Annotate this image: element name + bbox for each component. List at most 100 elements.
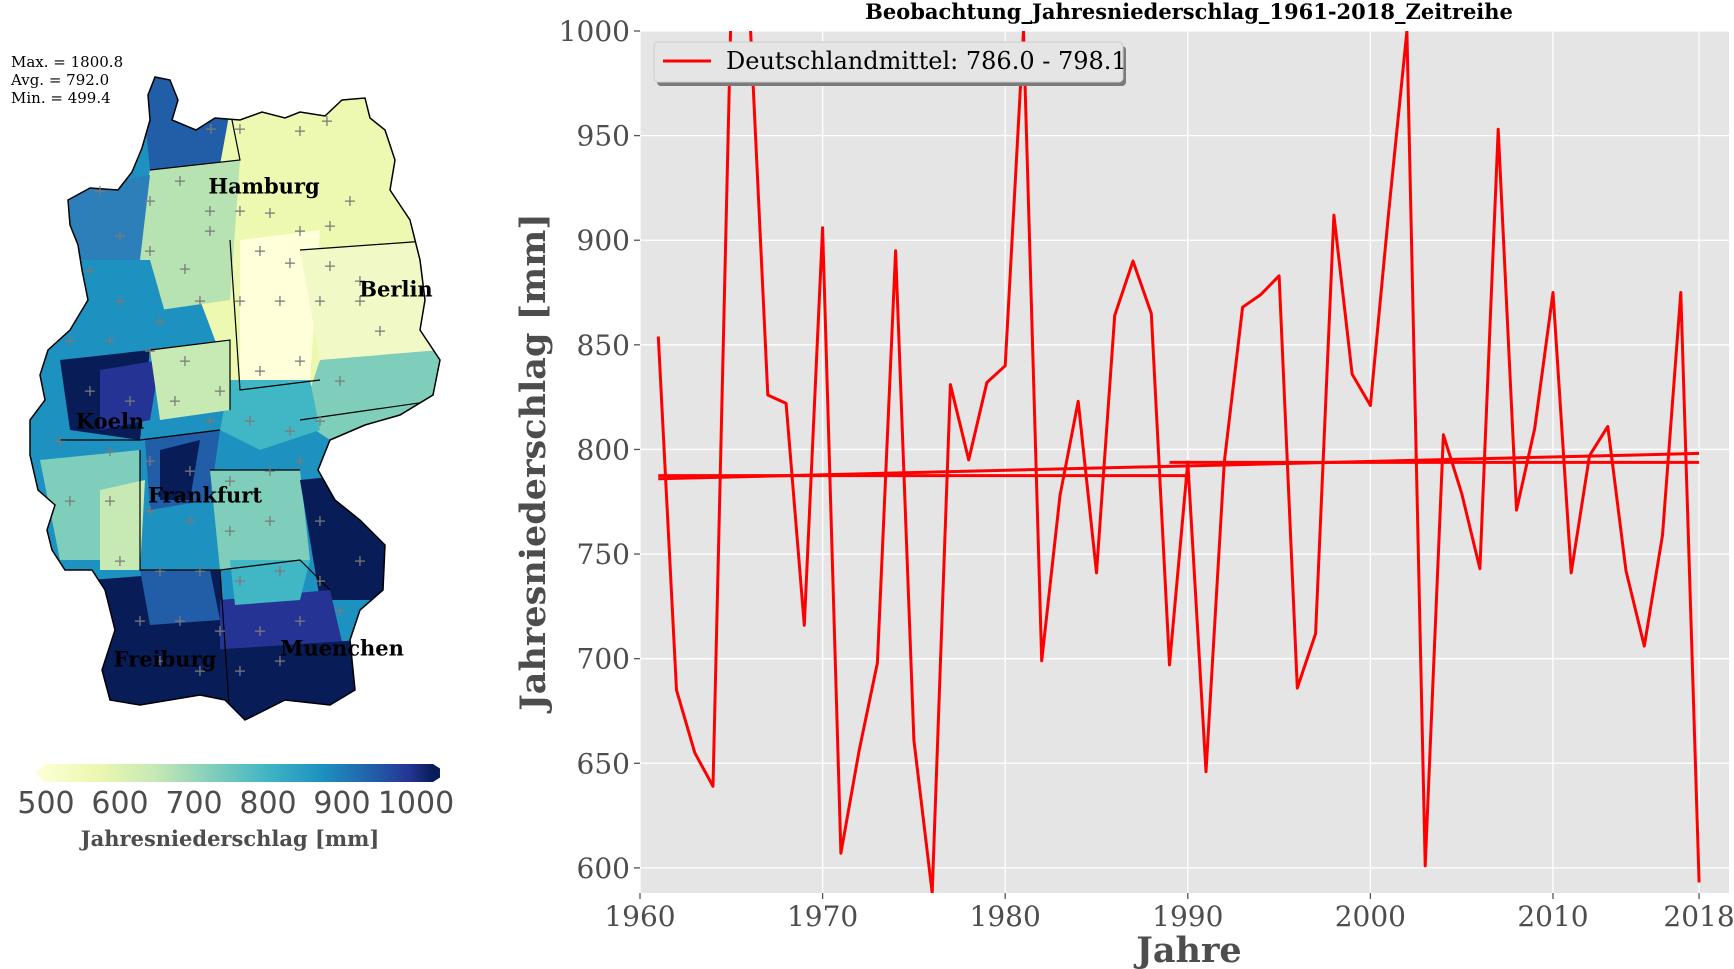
city-label-berlin: Berlin	[359, 276, 433, 302]
y-tick-label: 600	[577, 852, 630, 885]
city-label-frankfurt: Frankfurt	[147, 482, 263, 508]
station-marker: +	[313, 291, 326, 310]
station-marker: +	[183, 511, 196, 530]
x-tick-label: 1960	[604, 900, 675, 933]
city-label-freiburg: Freiburg	[113, 646, 217, 672]
station-marker: +	[233, 571, 246, 590]
germany-precipitation-map: + + + + + + + + + + + + + + + + + + + + + + + + + + + + + + + + + + + + + + + +…	[29, 76, 441, 721]
station-marker: +	[243, 411, 256, 430]
y-tick-label: 800	[577, 433, 630, 466]
city-label-hamburg: Hamburg	[208, 173, 320, 199]
station-marker: +	[213, 621, 226, 640]
y-tick-label: 900	[577, 224, 630, 257]
station-marker: +	[283, 253, 296, 272]
y-tick-label: 700	[577, 643, 630, 676]
map-stats: Max. = 1800.8 Avg. = 792.0 Min. = 499.4	[11, 53, 123, 107]
station-marker: +	[103, 491, 116, 510]
station-marker: +	[233, 201, 246, 220]
station-marker: +	[373, 321, 386, 340]
y-tick-label: 650	[577, 747, 630, 780]
x-axis-label: Jahre	[1133, 930, 1241, 969]
y-tick-label: 950	[577, 120, 630, 153]
station-marker: +	[253, 621, 266, 640]
station-marker: +	[233, 291, 246, 310]
station-marker: +	[103, 441, 116, 460]
station-marker: +	[193, 661, 206, 680]
station-marker: +	[320, 111, 333, 130]
station-markers: + + + + + + + + + + + + + + + + + + + + + + + + + + + + + + + + + + + + + + + +…	[53, 111, 386, 680]
station-marker: +	[143, 241, 156, 260]
station-marker: +	[293, 451, 306, 470]
station-marker: +	[223, 521, 236, 540]
legend-label: Deutschlandmittel: 786.0 - 798.1	[726, 47, 1127, 75]
y-tick-label: 750	[577, 538, 630, 571]
y-tick-label: 1000	[559, 15, 630, 48]
station-marker: +	[168, 391, 181, 410]
station-marker: +	[53, 431, 66, 450]
station-marker: +	[193, 561, 206, 580]
station-marker: +	[83, 261, 96, 280]
y-tick-label: 850	[577, 329, 630, 362]
city-label-koeln: Koeln	[75, 408, 145, 434]
station-marker: +	[143, 191, 156, 210]
station-marker: +	[203, 221, 216, 240]
colorbar-label: Jahresniederschlag [mm]	[80, 826, 380, 851]
station-marker: +	[323, 216, 336, 235]
station-marker: +	[293, 121, 306, 140]
station-marker: +	[183, 461, 196, 480]
germany-outline	[29, 76, 441, 721]
stat-avg: Avg. = 792.0	[11, 71, 110, 89]
station-marker: +	[263, 511, 276, 530]
station-marker: +	[173, 171, 186, 190]
station-marker: +	[233, 661, 246, 680]
station-marker: +	[113, 291, 126, 310]
station-marker: +	[233, 119, 246, 138]
station-marker: +	[213, 381, 226, 400]
colorbar	[35, 764, 440, 782]
station-marker: +	[143, 451, 156, 470]
station-marker: +	[123, 391, 136, 410]
colorbar-tick-800: 800	[239, 786, 297, 821]
station-marker: +	[203, 411, 216, 430]
station-marker: +	[313, 511, 326, 530]
station-marker: +	[83, 381, 96, 400]
station-marker: +	[333, 371, 346, 390]
axis-ticks: 600 650 700 750 800 850 900 950 1000 1960 1970 1980…	[559, 15, 1734, 933]
station-marker: +	[333, 601, 346, 620]
station-marker: +	[313, 411, 326, 430]
colorbar-tick-900: 900	[313, 786, 371, 821]
station-marker: +	[273, 561, 286, 580]
station-marker: +	[173, 611, 186, 630]
station-marker: +	[153, 651, 166, 670]
x-tick-label: 1990	[1152, 900, 1223, 933]
station-marker: +	[273, 651, 286, 670]
station-marker: +	[263, 461, 276, 480]
station-marker: +	[204, 119, 217, 138]
station-marker: +	[353, 551, 366, 570]
station-marker: +	[323, 256, 336, 275]
station-marker: +	[63, 491, 76, 510]
station-marker: +	[293, 351, 306, 370]
colorbar-tick-700: 700	[165, 786, 223, 821]
colorbar-tick-1000: 1000	[377, 786, 455, 821]
station-marker: +	[253, 241, 266, 260]
stat-max: Max. = 1800.8	[11, 53, 124, 71]
station-marker: +	[203, 201, 216, 220]
y-axis-label: Jahresniederschlag [mm]	[513, 213, 554, 714]
x-tick-label: 2000	[1335, 900, 1406, 933]
station-marker: +	[143, 501, 156, 520]
colorbar-tick-600: 600	[91, 786, 149, 821]
x-tick-label: 1970	[787, 900, 858, 933]
station-marker: +	[178, 259, 191, 278]
station-marker: +	[93, 181, 106, 200]
station-marker: +	[133, 611, 146, 630]
station-marker: +	[353, 291, 366, 310]
station-marker: +	[343, 191, 356, 210]
station-marker: +	[253, 361, 266, 380]
legend: Deutschlandmittel: 786.0 - 798.1	[653, 41, 1127, 86]
station-marker: +	[178, 351, 191, 370]
stat-min: Min. = 499.4	[11, 89, 111, 107]
station-marker: +	[153, 561, 166, 580]
station-marker: +	[103, 331, 116, 350]
